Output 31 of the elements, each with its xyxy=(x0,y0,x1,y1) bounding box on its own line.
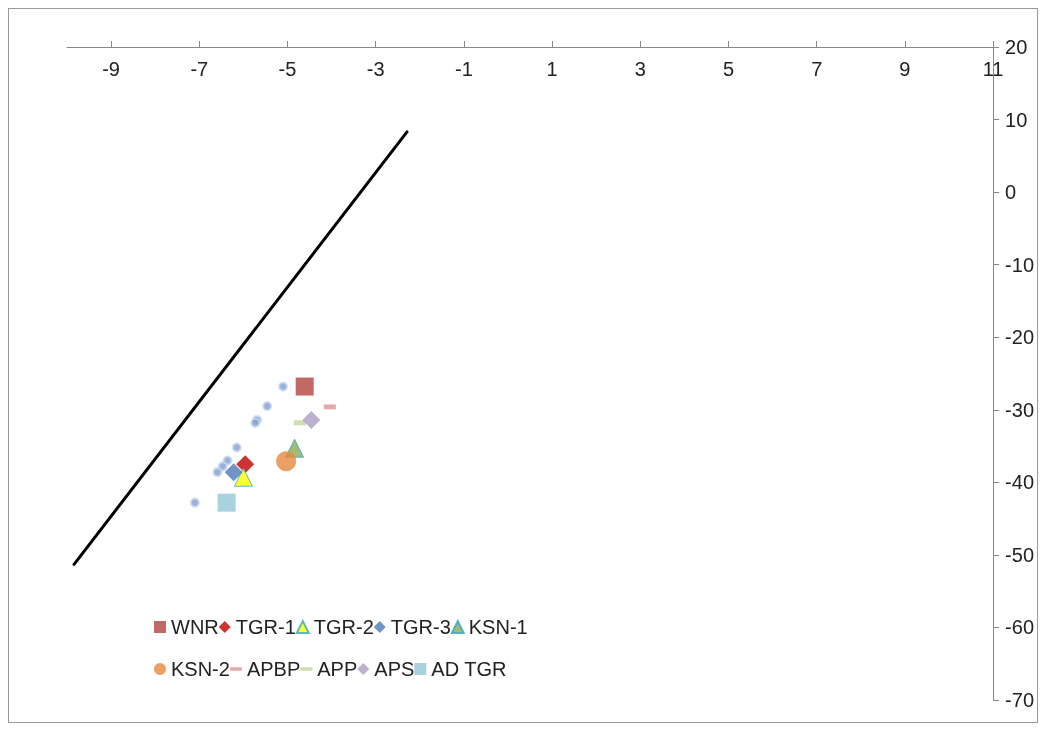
legend-label: KSN-2 xyxy=(171,658,230,680)
legend-label: APBP xyxy=(246,658,301,680)
legend-label: AD TGR xyxy=(431,658,507,680)
y-tick-label: 0 xyxy=(1005,181,1017,204)
x-tick-label: 11 xyxy=(982,58,1004,80)
x-tick-label: -7 xyxy=(190,58,209,80)
x-tick-label: 5 xyxy=(722,58,735,80)
legend-label: TGR-2 xyxy=(313,616,374,638)
legend-label: TGR-3 xyxy=(390,616,451,638)
y-tick-label: -40 xyxy=(1005,471,1034,494)
x-tick-label: 9 xyxy=(899,58,911,80)
y-tick-label: -50 xyxy=(1005,543,1034,566)
y-tick-label: -10 xyxy=(1005,253,1034,276)
y-tick-label: 10 xyxy=(1005,108,1028,131)
x-tick-label: -5 xyxy=(278,58,297,80)
y-tick-label: -20 xyxy=(1005,326,1034,349)
x-tick-label: -9 xyxy=(102,58,120,80)
x-tick-label: 1 xyxy=(546,58,558,80)
y-tick-label: 20 xyxy=(1005,36,1028,58)
legend-label: WNR xyxy=(171,616,219,638)
legend-label: APP xyxy=(317,658,358,680)
legend-label: APS xyxy=(374,658,415,680)
x-tick-label: -1 xyxy=(455,58,473,80)
x-tick-label: 3 xyxy=(634,58,646,80)
y-tick-label: -60 xyxy=(1005,616,1034,639)
x-tick-label: 7 xyxy=(811,58,823,80)
legend-label: KSN-1 xyxy=(468,616,528,638)
y-tick-label: -30 xyxy=(1005,398,1034,421)
y-tick-label: -70 xyxy=(1005,689,1034,711)
legend-label: TGR-1 xyxy=(235,616,296,638)
x-tick-label: -3 xyxy=(366,58,385,80)
